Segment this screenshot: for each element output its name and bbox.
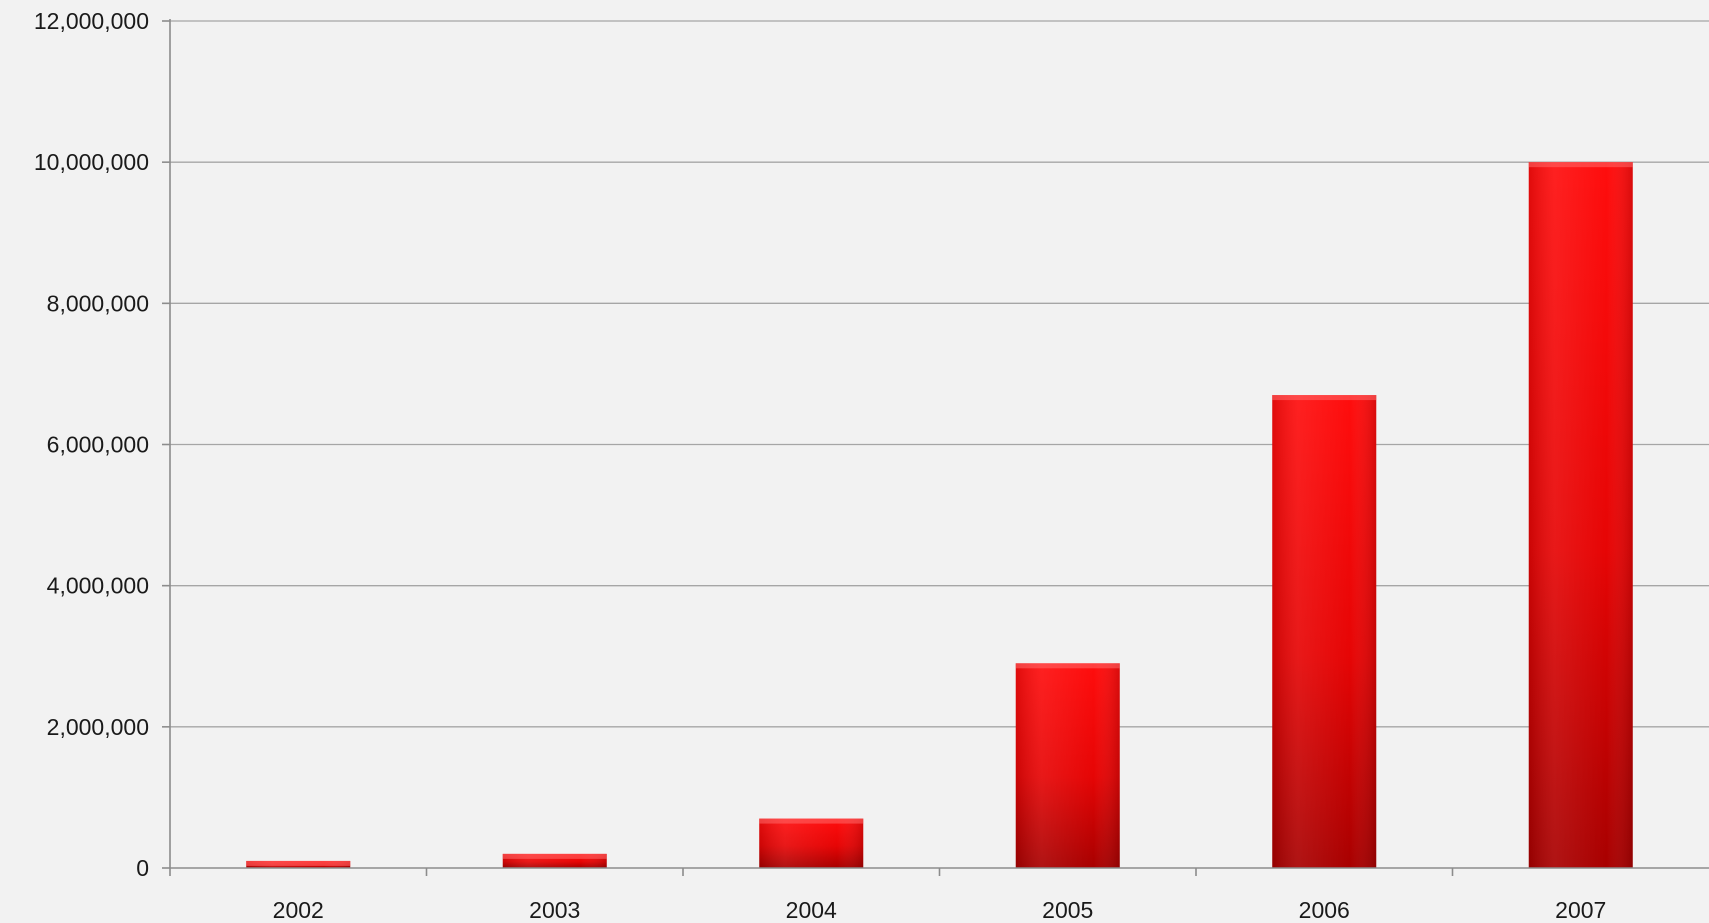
bar-bevel <box>1015 663 1120 669</box>
bar-2004 <box>759 818 864 868</box>
x-tick-label: 2004 <box>786 897 837 923</box>
x-tick-label: 2007 <box>1555 897 1606 923</box>
axes <box>162 19 1709 876</box>
x-tick-labels: 2002 2003 2004 2005 2006 2007 <box>273 897 1607 923</box>
y-tick-label: 10,000,000 <box>34 149 149 175</box>
gridlines <box>170 20 1709 728</box>
y-tick-label: 4,000,000 <box>47 573 149 599</box>
bar-bevel <box>759 818 864 824</box>
y-tick-label: 8,000,000 <box>47 290 149 316</box>
bar-bevel <box>1272 395 1377 401</box>
bars <box>246 162 1633 868</box>
y-tick-label: 0 <box>136 855 149 881</box>
bar-shade <box>759 818 864 868</box>
x-tick-label: 2006 <box>1299 897 1350 923</box>
bar-shade <box>1528 162 1633 868</box>
y-tick-label: 12,000,000 <box>34 8 149 34</box>
bar-shade <box>1015 663 1120 868</box>
bar-bevel <box>1528 162 1633 168</box>
bar-2007 <box>1528 162 1633 868</box>
x-tick-label: 2003 <box>529 897 580 923</box>
x-tick-label: 2005 <box>1042 897 1093 923</box>
bar-bevel <box>502 853 607 859</box>
bar-shade <box>1272 395 1377 868</box>
y-tick-labels: 0 2,000,000 4,000,000 6,000,000 8,000,000 10,… <box>34 8 149 881</box>
bar-2002 <box>246 860 351 868</box>
y-tick-label: 6,000,000 <box>47 432 149 458</box>
x-tick-label: 2002 <box>273 897 324 923</box>
bar-2003 <box>502 853 607 868</box>
y-tick-label: 2,000,000 <box>47 714 149 740</box>
bar-2006 <box>1272 395 1377 868</box>
bar-2005 <box>1015 663 1120 868</box>
bar-bevel <box>246 860 351 866</box>
